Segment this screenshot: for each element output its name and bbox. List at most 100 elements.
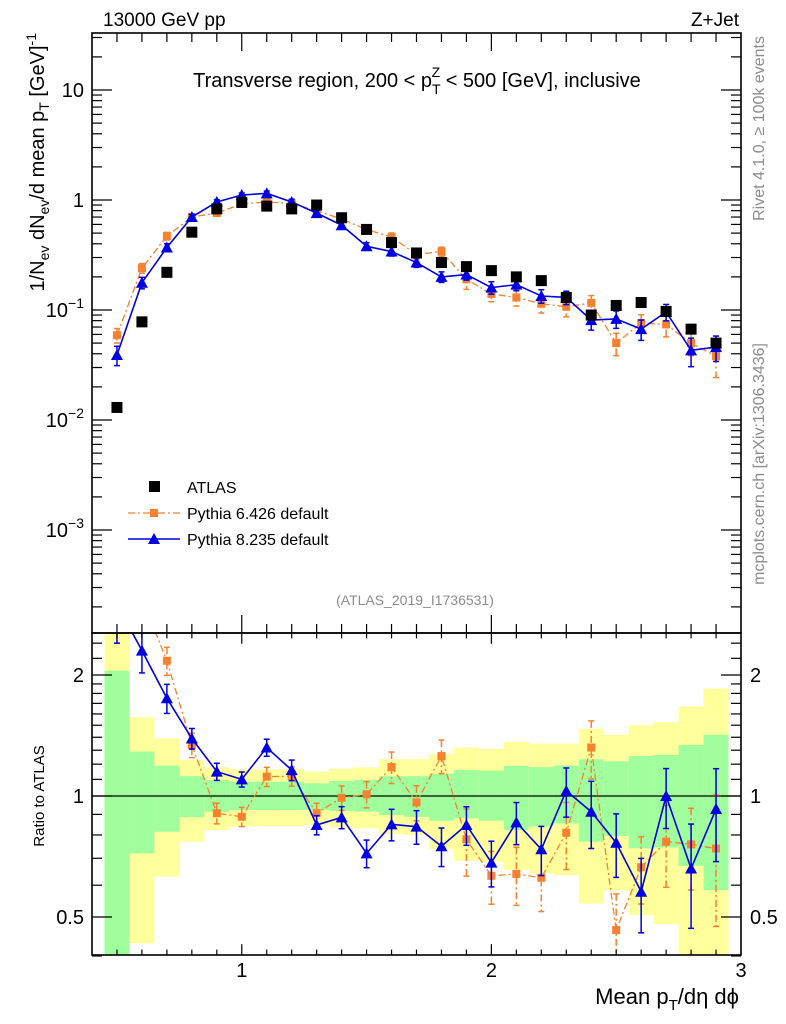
atlas-point — [660, 305, 672, 317]
atlas-point — [635, 296, 647, 308]
pythia8-point — [435, 270, 448, 282]
y-tick-base: 10 — [46, 410, 68, 432]
legend-pythia6-label: Pythia 6.426 default — [187, 506, 329, 523]
pythia8-point — [510, 278, 523, 290]
pythia8-ratio-point — [360, 847, 373, 859]
y-tick-label: 10−3 — [46, 515, 84, 542]
y-tick-exponent: −1 — [68, 295, 84, 311]
atlas-point — [211, 203, 223, 215]
atlas-point — [386, 237, 398, 249]
pythia8-ratio-point — [685, 862, 698, 874]
pythia6-ratio-point — [562, 828, 571, 837]
pythia6-ratio-point — [412, 798, 421, 807]
pythia8-point — [385, 245, 398, 257]
pythia6-ratio-point — [162, 656, 171, 665]
pythia6-ratio-point — [138, 594, 146, 602]
ratio-y-tick-label-right: 0.5 — [750, 907, 778, 929]
atlas-point — [236, 196, 248, 208]
y-tick-base: 1 — [73, 190, 84, 212]
atlas-point — [485, 265, 497, 277]
atlas-point — [510, 271, 522, 283]
pythia8-ratio-point — [235, 773, 248, 785]
mcplots-label: mcplots.cern.ch [arXiv:1306.3436] — [751, 343, 768, 585]
legend: ATLAS Pythia 6.426 default Pythia 8.235 … — [128, 480, 329, 549]
ratio-y-tick-label-right: 2 — [750, 665, 761, 687]
pythia8-point — [610, 312, 623, 324]
pythia6-ratio-point — [612, 926, 621, 935]
pythia6-ratio-point — [312, 809, 321, 818]
pythia8-point — [160, 241, 173, 253]
pythia8-point — [260, 187, 273, 199]
y-tick-base: 10 — [46, 520, 68, 542]
pythia8-point — [635, 323, 648, 335]
atlas-point — [136, 316, 148, 328]
pythia8-ratio-point — [410, 820, 423, 832]
plot-title: Transverse region, 200 < pTZ < 500 [GeV]… — [193, 64, 641, 97]
pythia8-ratio-point — [610, 836, 623, 848]
main-panel-series — [110, 187, 723, 413]
atlas-point — [585, 309, 597, 321]
pythia6-ratio-point — [113, 529, 121, 537]
y-tick-exponent: −2 — [68, 405, 84, 421]
atlas-point — [710, 337, 722, 349]
atlas-point — [111, 401, 123, 413]
pythia6-ratio-point — [262, 772, 271, 781]
ratio-y-tick-label-left: 2 — [73, 665, 84, 687]
y-tick-base: 10 — [46, 300, 68, 322]
pythia6-ratio-point — [337, 793, 346, 802]
pythia8-point — [535, 290, 548, 302]
pythia6-point — [562, 302, 571, 311]
legend-pythia8-label: Pythia 8.235 default — [187, 532, 329, 549]
pythia8-ratio-point — [710, 803, 723, 815]
pythia6-ratio-point — [437, 752, 446, 761]
pythia8-point — [360, 240, 373, 252]
pythia6-line — [116, 201, 717, 357]
y-tick-label: 10 — [62, 80, 84, 102]
y-tick-label: 10−2 — [46, 405, 84, 432]
atlas-point — [361, 223, 373, 235]
legend-atlas-label: ATLAS — [187, 480, 237, 497]
pythia6-ratio-point — [362, 790, 371, 799]
stat-uncertainty-band — [628, 756, 654, 849]
pythia6-ratio-point — [587, 743, 596, 752]
ratio-y-axis-label: Ratio to ATLAS — [31, 745, 48, 846]
analysis-id: (ATLAS_2019_I1736531) — [336, 592, 494, 608]
stat-uncertainty-band — [129, 751, 155, 854]
x-axis-label: Mean pT/dη dϕ — [595, 984, 739, 1014]
atlas-point — [261, 200, 273, 212]
pythia8-point — [335, 219, 348, 231]
pythia6-point — [162, 232, 171, 241]
pythia8-ratio-point — [660, 790, 673, 801]
pythia8-ratio-point — [635, 885, 648, 897]
pythia8-ratio-point — [210, 765, 223, 777]
atlas-point — [311, 199, 323, 211]
stat-uncertainty-band — [104, 670, 130, 955]
atlas-point — [685, 323, 697, 335]
legend-atlas-marker — [149, 481, 160, 492]
pythia8-ratio-point — [160, 692, 173, 704]
atlas-point — [186, 226, 198, 238]
pythia6-point — [137, 264, 146, 273]
pythia8-ratio-point — [485, 856, 498, 868]
pythia8-ratio-point — [185, 732, 198, 744]
pythia6-ratio-point — [537, 873, 546, 882]
header-left: 13000 GeV pp — [103, 10, 226, 31]
pythia8-ratio-point — [585, 805, 598, 817]
y-tick-base: 10 — [62, 80, 84, 102]
atlas-point — [411, 247, 422, 259]
ratio-panel-series — [111, 529, 723, 955]
stat-uncertainty-band — [528, 767, 554, 827]
pythia8-ratio-point — [111, 598, 123, 609]
y-tick-label: 10−1 — [46, 295, 84, 322]
stat-uncertainty-band — [428, 774, 454, 821]
axis-ticks — [92, 33, 741, 957]
atlas-point — [161, 266, 173, 278]
atlas-point — [535, 275, 547, 287]
y-tick-label: 1 — [73, 190, 84, 212]
pythia8-ratio-point — [435, 840, 448, 852]
x-tick-label: 1 — [236, 960, 247, 982]
legend-pythia8-marker — [148, 533, 160, 544]
atlas-point — [610, 299, 622, 311]
x-tick-label: 3 — [735, 960, 746, 982]
